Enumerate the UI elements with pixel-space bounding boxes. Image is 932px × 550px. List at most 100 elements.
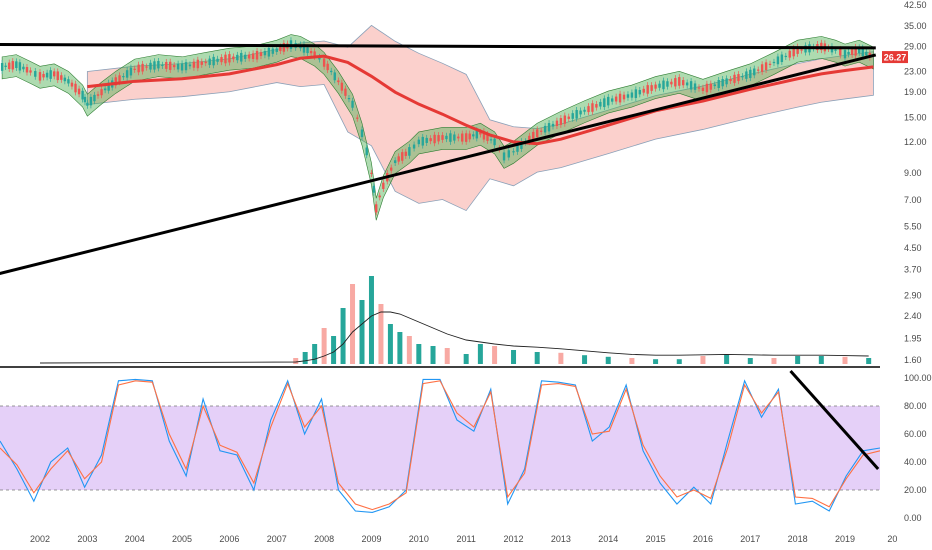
candle-body: [220, 57, 223, 63]
candle-body: [618, 93, 622, 103]
candle-body: [784, 55, 788, 58]
price-tick-label: 5.50: [904, 221, 922, 231]
candle-body: [614, 96, 618, 102]
x-tick-label: 2018: [788, 534, 808, 544]
candle-body: [309, 51, 313, 54]
candle-body: [583, 109, 586, 112]
volume-bar: [378, 304, 384, 364]
candle-body: [70, 82, 74, 87]
candle-body: [654, 84, 657, 89]
x-tick-label: 2003: [77, 534, 97, 544]
candle-body: [180, 63, 184, 71]
volume-bar: [866, 358, 872, 364]
candle-body: [587, 106, 590, 113]
trendlines: [0, 43, 877, 275]
candle-body: [591, 103, 594, 112]
candle-body: [453, 134, 456, 141]
candle-body: [125, 70, 129, 78]
candle-body: [776, 56, 780, 65]
candle-body: [83, 96, 87, 103]
candle-body: [486, 134, 489, 141]
candle-body: [433, 134, 436, 144]
candle-body: [768, 63, 772, 65]
x-tick-label: 2013: [551, 534, 571, 544]
price-tick-label: 42.50: [904, 0, 927, 10]
volume-bar: [430, 346, 436, 364]
candle-body: [365, 147, 368, 156]
volume-bar: [558, 352, 564, 364]
candle-body: [800, 49, 803, 51]
candle-body: [733, 74, 736, 83]
candle-body: [347, 97, 351, 100]
candle-body: [200, 61, 203, 65]
candle-body: [865, 51, 868, 56]
candle-body: [607, 96, 610, 106]
candle-body: [337, 80, 340, 83]
candle-body: [81, 90, 84, 100]
candle-body: [705, 83, 709, 93]
candle-body: [579, 110, 582, 115]
candle-body: [401, 152, 404, 161]
candle-body: [796, 46, 799, 54]
candle-body: [29, 70, 32, 73]
candle-body: [271, 48, 275, 54]
candle-body: [107, 82, 110, 91]
candle-body: [86, 102, 89, 106]
candle-body: [8, 62, 11, 69]
candle-body: [129, 67, 133, 76]
stochastic-oscillator: [0, 370, 881, 513]
x-tick-label: 2012: [504, 534, 524, 544]
candle-body: [313, 51, 316, 57]
bollinger-area: [86, 24, 874, 212]
candle-body: [697, 87, 701, 89]
volume-bar: [653, 359, 659, 364]
candle-body: [370, 172, 373, 174]
candle-body: [137, 64, 140, 73]
candle-body: [489, 139, 493, 141]
candle-body: [133, 68, 136, 70]
candle-body: [792, 48, 795, 57]
candle-body: [475, 130, 479, 139]
candle-body: [22, 66, 25, 70]
candle-body: [472, 134, 475, 137]
candle-body: [760, 64, 764, 72]
candle-body: [709, 83, 713, 90]
candle-body: [165, 61, 168, 69]
candle-body: [322, 58, 326, 67]
candle-body: [141, 63, 144, 72]
volume-bar: [747, 358, 753, 364]
volume-bar: [331, 336, 337, 364]
candle-body: [682, 80, 685, 86]
volume-bar: [387, 324, 393, 364]
volume-avg-line: [39, 311, 869, 364]
trendline-0: [0, 43, 876, 50]
trendline-1: [0, 53, 877, 275]
x-tick-label: 2011: [456, 534, 475, 544]
candle-body: [247, 54, 251, 59]
candle-body: [15, 61, 18, 69]
candle-body: [375, 204, 378, 213]
x-tick-label: 2015: [646, 534, 666, 544]
x-tick-label: 2008: [314, 534, 334, 544]
price-tick-label: 1.95: [904, 334, 922, 344]
candle-body: [34, 71, 37, 77]
stoch-tick-label: 100.00: [904, 373, 932, 383]
candle-body: [356, 117, 359, 119]
price-tick-label: 7.00: [904, 195, 922, 205]
last-price-badge: [882, 51, 908, 64]
candle-body: [638, 89, 642, 95]
candle-body: [243, 54, 247, 59]
volume-bar: [492, 346, 498, 364]
candle-body: [330, 70, 333, 73]
candle-body: [306, 47, 309, 54]
candle-body: [429, 138, 432, 142]
envelope-area: [1, 34, 874, 221]
candle-body: [282, 43, 286, 52]
candle-body: [25, 67, 29, 73]
candle-body: [240, 52, 243, 62]
candle-body: [847, 51, 850, 55]
candle-body: [666, 81, 669, 87]
candle-body: [749, 69, 752, 79]
